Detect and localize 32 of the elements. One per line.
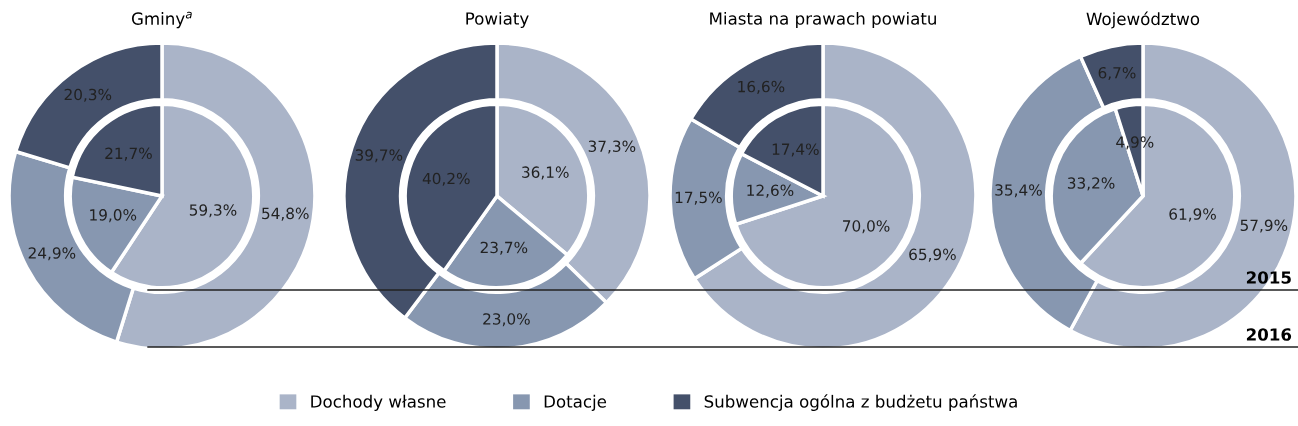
legend-label: Subwencja ogólna z budżetu państwa <box>704 394 1017 411</box>
data-label: 36,1% <box>522 166 569 180</box>
slice-label: 2015 <box>1246 271 1291 284</box>
data-label: 70,0% <box>843 220 890 234</box>
data-label: 23,0% <box>483 313 530 327</box>
data-label: 21,7% <box>105 147 152 161</box>
data-label: 33,2% <box>1067 177 1115 191</box>
legend-label: Dotacje <box>544 394 607 411</box>
data-label: 35,4% <box>995 184 1042 198</box>
data-label: 57,9% <box>1240 219 1288 233</box>
data-label: 19,0% <box>90 209 137 223</box>
data-label: 20,3% <box>64 88 112 102</box>
legend-label: Dochody własne <box>311 394 446 411</box>
data-label: 6,7% <box>1098 66 1136 81</box>
data-label: 16,6% <box>738 80 785 94</box>
data-label: 59,3% <box>189 204 237 218</box>
slice-label: 2016 <box>1246 328 1292 341</box>
chart-title: Gminy$^{a}$ <box>131 11 192 29</box>
data-label: 39,7% <box>355 149 403 163</box>
chart-title: Powiaty <box>466 11 529 29</box>
data-label: 61,9% <box>1169 208 1216 222</box>
data-label: 12,6% <box>747 184 794 198</box>
data-label: 37,3% <box>588 140 636 154</box>
data-label: 23,7% <box>480 241 528 255</box>
chart-title: Miasta na prawach powiatu <box>710 11 936 29</box>
data-label: 17,4% <box>772 143 819 157</box>
data-label: 17,5% <box>675 191 722 205</box>
data-label: 40,2% <box>422 172 470 186</box>
data-label: 54,8% <box>262 207 309 221</box>
chart-title: Województwo <box>1086 11 1200 29</box>
data-label: 24,9% <box>28 247 76 261</box>
data-label: 65,9% <box>909 248 956 262</box>
